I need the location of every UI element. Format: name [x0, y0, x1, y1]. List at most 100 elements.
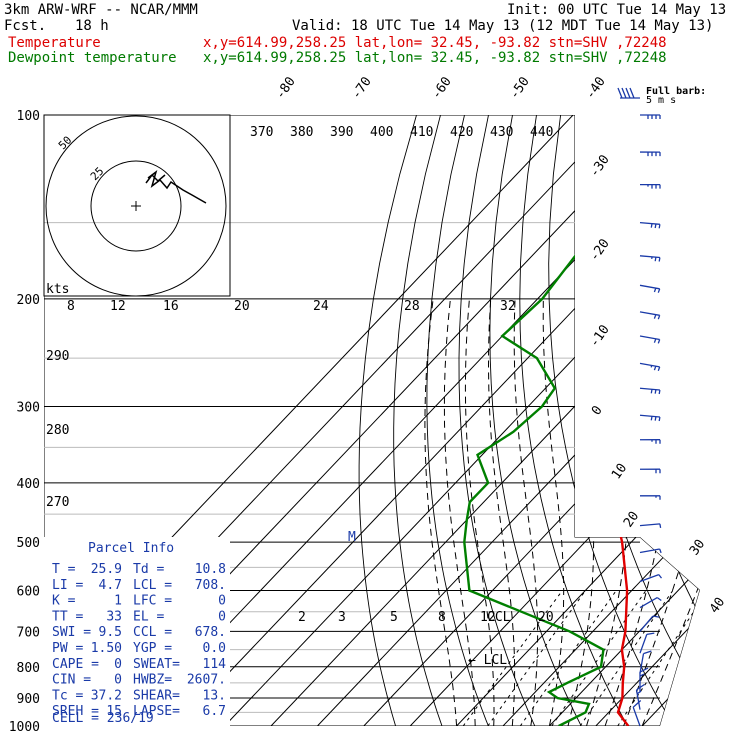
pressure-label-600: 600: [17, 584, 40, 599]
plot-frame: [44, 115, 700, 726]
moist-adiabat-label: 8: [67, 299, 75, 314]
mixing-ratio-label: 20: [538, 610, 554, 625]
wind-barb: [639, 284, 661, 293]
hodograph-trace: [145, 170, 207, 204]
parcel-value-left: 0: [114, 657, 122, 672]
parcel-value-left: 1.50: [91, 641, 122, 656]
pressure-label-1000: 1000: [9, 720, 40, 735]
hodograph-unit: kts: [46, 282, 69, 297]
theta-label: 370: [250, 125, 273, 140]
parcel-key-right: SHEAR=: [133, 688, 180, 703]
mixing-ratio-line: [519, 590, 617, 726]
isotherm-line: [549, 115, 700, 726]
isotherm-line: [502, 115, 700, 726]
parcel-value-left: 37.2: [91, 688, 122, 703]
moist-adiabat-label: 12: [110, 299, 126, 314]
wind-barb: [639, 573, 663, 583]
barb-legend-icon: [617, 87, 640, 99]
hodograph-ring-outer: [45, 115, 227, 297]
model-title: 3km ARW-WRF -- NCAR/MMM: [4, 2, 198, 18]
isotherm-label: -80: [273, 74, 299, 102]
temperature-legend-label: Temperature: [8, 35, 101, 51]
hodograph-ring-label-outer: 50: [56, 134, 75, 153]
wind-barb: [639, 255, 661, 262]
m-marker-label: M: [348, 530, 356, 545]
wind-barb: [639, 183, 661, 189]
moist-adiabat: [487, 298, 516, 726]
dry-adiabat: [629, 115, 700, 726]
isotherm-label: -60: [429, 74, 455, 102]
dry-adiabat: [393, 115, 443, 726]
dry-adiabat: [548, 115, 675, 726]
parcel-value-right: 6.7: [203, 704, 226, 719]
mixing-ratio-label: 2: [298, 610, 306, 625]
moist-adiabat-label: 28: [404, 299, 420, 314]
parcel-value-right: 678.: [195, 625, 226, 640]
mixing-ratio-label: 3: [338, 610, 346, 625]
parcel-value-left: 33: [106, 609, 122, 624]
wind-barb: [639, 548, 662, 554]
parcel-value-left: 4.7: [99, 578, 122, 593]
init-time: Init: 00 UTC Tue 14 May 13: [507, 2, 726, 18]
isotherm-label: 40: [707, 595, 728, 616]
parcel-value-left: 0: [114, 673, 122, 688]
mixing-ratio-label: 12: [480, 610, 496, 625]
moist-adiabat: [586, 298, 630, 726]
hodograph-origin-mark: [131, 201, 141, 211]
parcel-key-right: Td =: [133, 562, 164, 577]
isotherm-label: -50: [507, 74, 533, 102]
parcel-key-left: SREH =: [52, 704, 99, 719]
parcel-value-right: 0.0: [203, 641, 226, 656]
wind-barb: [639, 597, 662, 609]
moist-adiabat-label: 20: [234, 299, 250, 314]
dry-adiabat: [655, 115, 700, 726]
parcel-key-right: CCL =: [133, 625, 172, 640]
parcel-key-left: SWI =: [52, 625, 91, 640]
parcel-key-right: LCL =: [133, 578, 172, 593]
theta-label: 430: [490, 125, 513, 140]
wind-barb: [639, 151, 661, 157]
parcel-key-right: EL =: [133, 609, 164, 624]
lcl-marker-label: ← LCL: [468, 653, 507, 668]
moist-adiabat: [623, 298, 700, 726]
moist-adiabat-label: 16: [163, 299, 179, 314]
valid-time: Valid: 18 UTC Tue 14 May 13 (12 MDT Tue …: [292, 18, 713, 34]
parcel-key-right: LAPSE=: [133, 704, 180, 719]
isotherm-line: [409, 115, 700, 726]
pressure-label-100: 100: [17, 109, 40, 124]
isotherm-line: [363, 115, 700, 726]
dry-adiabat-label: 290: [46, 349, 69, 364]
temperature-location-info: x,y=614.99,258.25 lat,lon= 32.45, -93.82…: [203, 35, 667, 51]
parcel-value-right: 0: [218, 594, 226, 609]
isotherm-label: 30: [687, 537, 708, 558]
parcel-value-right: 13.: [203, 688, 226, 703]
mixing-ratio-line: [579, 590, 674, 726]
parcel-info-cell: CELL = 236/19: [52, 711, 154, 726]
theta-label: 400: [370, 125, 393, 140]
isotherm-line: [735, 115, 740, 726]
parcel-key-left: CIN =: [52, 673, 91, 688]
dry-adiabat: [426, 115, 489, 726]
sounding-plot: [463, 115, 700, 726]
isotherm-line: [688, 115, 700, 726]
wind-barb: [639, 667, 649, 693]
parcel-info-rows: T = 25.9 Td = 10.8 LI = 4.7 LCL = 708. K = 1 LFC =…: [52, 562, 226, 719]
wind-barb: [639, 311, 661, 320]
parcel-value-left: 1: [114, 594, 122, 609]
moist-adiabat: [567, 298, 595, 726]
temperature-trace: [601, 115, 700, 726]
wind-barb: [639, 468, 661, 474]
pressure-label-200: 200: [17, 293, 40, 308]
parcel-value-left: 15: [106, 704, 122, 719]
parcel-key-right: HWBZ=: [133, 673, 172, 688]
pressure-label-800: 800: [17, 661, 40, 676]
parcel-value-right: 10.8: [195, 562, 226, 577]
isotherm-line: [317, 115, 700, 726]
isotherm-label: -30: [587, 152, 613, 180]
theta-label: 440: [530, 125, 553, 140]
wind-barb: [635, 683, 645, 710]
moist-adiabat: [660, 298, 700, 726]
parcel-key-left: TT =: [52, 609, 83, 624]
ccl-marker-label: CCL: [487, 610, 511, 625]
wind-barb: [639, 414, 661, 422]
